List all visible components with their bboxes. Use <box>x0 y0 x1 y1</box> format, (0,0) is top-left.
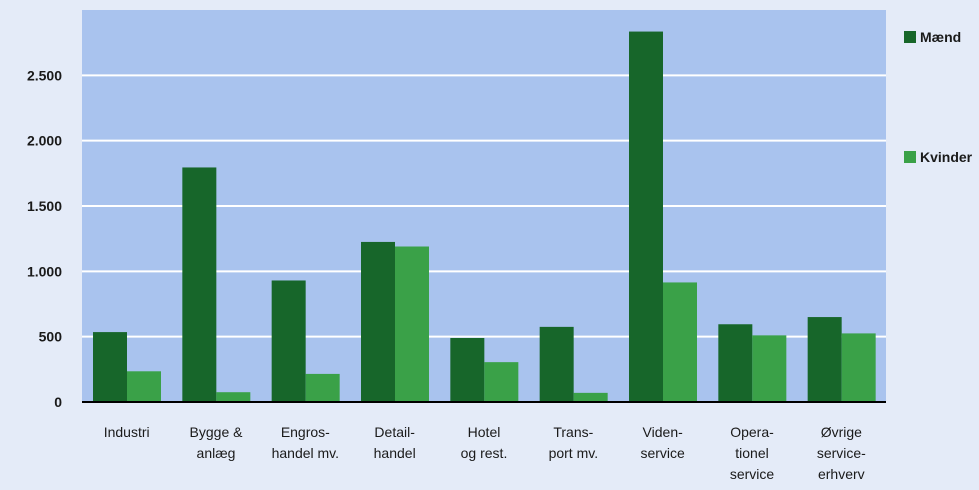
x-tick-label: Opera- <box>730 424 774 440</box>
bar-series-2 <box>305 373 340 402</box>
bar-series-2 <box>573 392 608 402</box>
x-tick-label: port mv. <box>549 445 599 461</box>
x-tick-label: handel mv. <box>272 445 339 461</box>
x-tick-label: service- <box>817 445 866 461</box>
x-tick-label: tionel <box>735 445 768 461</box>
x-tick-label: service <box>730 466 775 482</box>
legend-swatch <box>904 151 916 163</box>
bar-series-1 <box>450 337 485 402</box>
bar-series-2 <box>216 392 251 402</box>
y-tick-labels: 0 500 1.000 1.500 2.000 2.500 <box>27 67 62 410</box>
bar-series-2 <box>752 335 787 402</box>
x-tick-label: Hotel <box>468 424 501 440</box>
bar-series-2 <box>484 362 519 402</box>
x-tick-label: og rest. <box>461 445 508 461</box>
bar-series-1 <box>93 332 127 402</box>
x-tick-label: Industri <box>104 424 150 440</box>
bar-series-1 <box>271 280 306 402</box>
y-tick-label: 1.500 <box>27 198 62 214</box>
legend-label: Mænd <box>920 29 961 45</box>
bar-series-1 <box>629 31 663 403</box>
bar-series-1 <box>182 167 217 402</box>
x-tick-label: Engros- <box>281 424 330 440</box>
legend-label: Kvinder <box>920 149 973 165</box>
x-tick-label: Detail- <box>374 424 415 440</box>
y-tick-label: 1.000 <box>27 263 62 279</box>
y-tick-label: 2.000 <box>27 133 62 149</box>
bar-series-2 <box>127 371 161 402</box>
x-tick-label: Viden- <box>643 424 684 440</box>
bar-series-1 <box>807 317 842 402</box>
y-tick-label: 500 <box>39 329 63 345</box>
x-tick-label: anlæg <box>197 445 236 461</box>
x-tick-label: handel <box>374 445 416 461</box>
bar-series-1 <box>361 241 395 402</box>
x-tick-labels: Industri Bygge & anlæg Engros-handel mv. Det… <box>104 424 866 482</box>
y-tick-label: 0 <box>54 394 62 410</box>
bar-series-1 <box>718 324 753 402</box>
x-tick-label: service <box>640 445 685 461</box>
x-tick-label: Trans- <box>553 424 593 440</box>
legend-swatch <box>904 31 916 43</box>
x-tick-label: Bygge & <box>190 424 244 440</box>
bars <box>93 31 876 403</box>
bar-series-2 <box>841 333 876 402</box>
x-tick-label: erhverv <box>818 466 865 482</box>
bar-series-2 <box>663 282 697 402</box>
legend: Mænd Kvinder <box>904 29 973 165</box>
y-tick-label: 2.500 <box>27 67 62 83</box>
x-tick-label: Øvrige <box>821 424 862 440</box>
bar-series-2 <box>395 246 429 402</box>
bar-series-1 <box>539 326 574 402</box>
